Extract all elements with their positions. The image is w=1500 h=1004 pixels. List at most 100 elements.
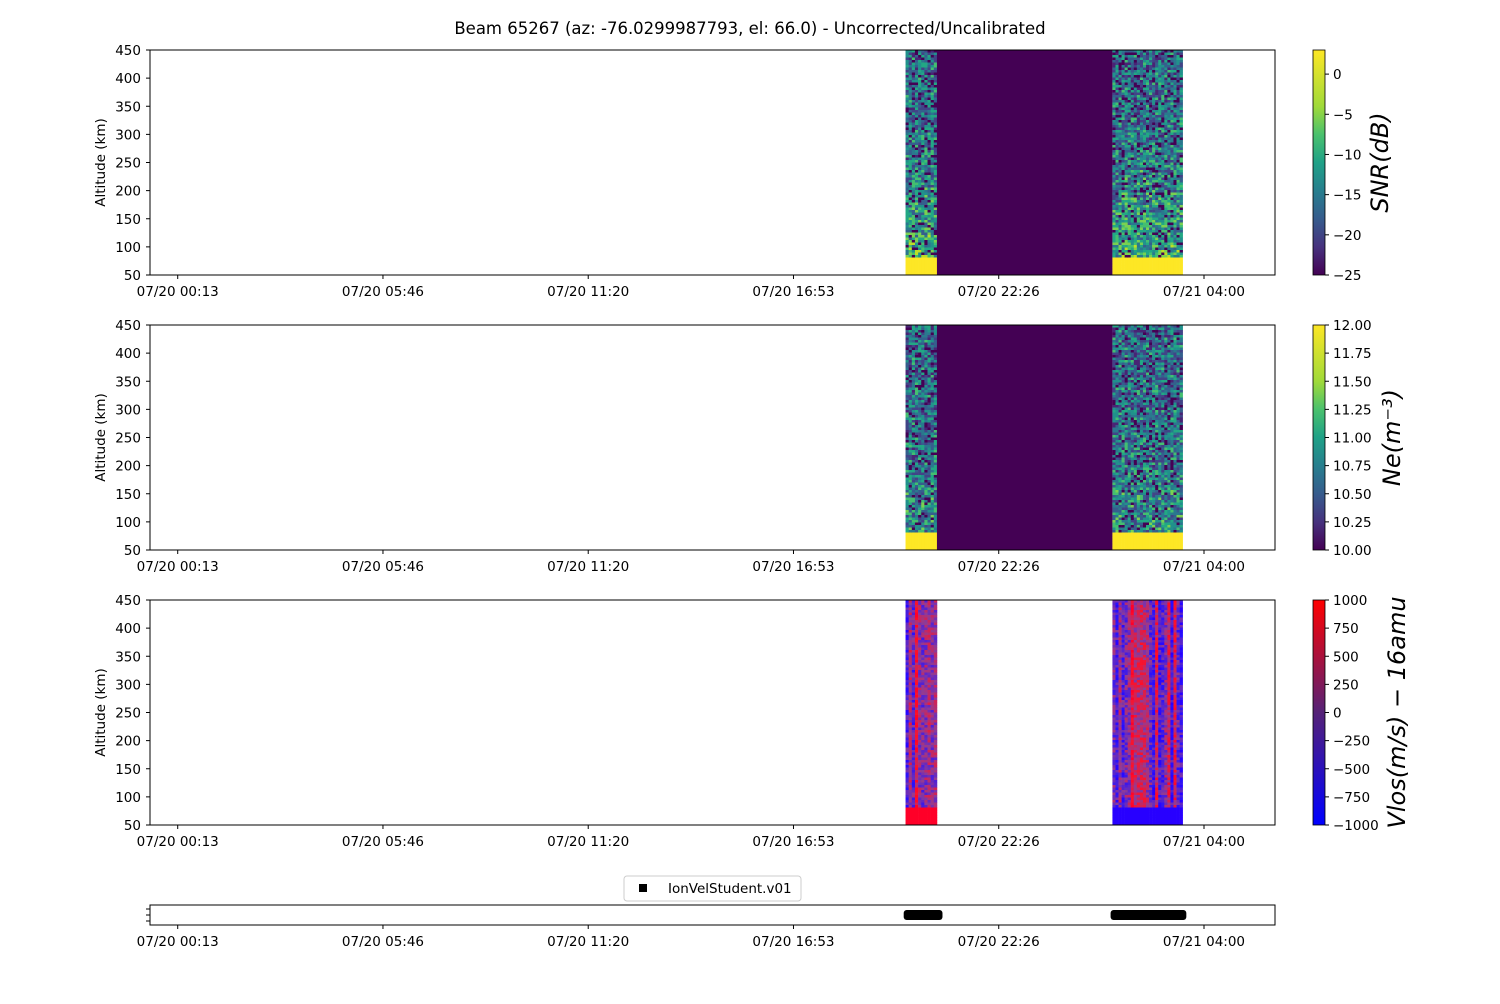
heatmap-cell [1122, 468, 1125, 471]
heatmap-cell [1158, 95, 1161, 98]
heatmap-cell [906, 463, 909, 466]
heatmap-cell [918, 185, 921, 188]
heatmap-cell [924, 328, 927, 331]
heatmap-cell [1128, 165, 1131, 168]
heatmap-cell [1115, 330, 1118, 333]
heatmap-cell [1112, 218, 1115, 221]
heatmap-cell [924, 243, 927, 246]
heatmap-cell [906, 63, 909, 66]
heatmap-cell [906, 203, 909, 206]
heatmap-cell [1128, 68, 1131, 71]
heatmap-cell [924, 520, 927, 523]
heatmap-cell [906, 93, 909, 96]
heatmap-cell [934, 440, 937, 443]
heatmap-cell [1122, 460, 1125, 463]
heatmap-cell [1146, 393, 1149, 396]
heatmap-cell [1180, 118, 1183, 121]
heatmap-cell [1155, 205, 1158, 208]
heatmap-cell [1158, 263, 1161, 266]
heatmap-cell [1134, 118, 1137, 121]
heatmap-cell [1134, 70, 1137, 73]
heatmap-cell [918, 465, 921, 468]
heatmap-cell [1140, 488, 1143, 491]
heatmap-cell [1128, 235, 1131, 238]
heatmap-cell [1128, 383, 1131, 386]
heatmap-cell [1140, 458, 1143, 461]
heatmap-cell [1122, 245, 1125, 248]
heatmap-cell [931, 395, 934, 398]
heatmap-cell [915, 418, 918, 421]
heatmap-cell [934, 510, 937, 513]
heatmap-cell [1134, 110, 1137, 113]
heatmap-cell [1112, 228, 1115, 231]
heatmap-cell [906, 458, 909, 461]
heatmap-cell [1180, 90, 1183, 93]
heatmap-cell [1122, 523, 1125, 526]
heatmap-cell [1155, 153, 1158, 156]
heatmap-cell [931, 358, 934, 361]
heatmap-cell [1115, 370, 1118, 373]
heatmap-cell [1112, 198, 1115, 201]
heatmap-cell [1158, 58, 1161, 61]
heatmap-cell [1125, 185, 1128, 188]
heatmap-cell [931, 193, 934, 196]
heatmap-cell [924, 458, 927, 461]
heatmap-cell [1128, 493, 1131, 496]
heatmap-cell [1161, 235, 1164, 238]
heatmap-cell [934, 103, 937, 106]
heatmap-cell [1155, 118, 1158, 121]
heatmap-cell [1122, 335, 1125, 338]
heatmap-cell [909, 368, 912, 371]
heatmap-cell [1115, 113, 1118, 116]
heatmap-cell [934, 468, 937, 471]
heatmap-cell [924, 95, 927, 98]
heatmap-cell [1137, 265, 1140, 268]
heatmap-cell [1161, 223, 1164, 226]
heatmap-cell [1152, 53, 1155, 56]
heatmap-cell [918, 328, 921, 331]
heatmap-cell [1158, 83, 1161, 86]
heatmap-cell [918, 193, 921, 196]
heatmap-cell [1128, 80, 1131, 83]
heatmap-cell [1131, 475, 1134, 478]
heatmap-cell [1143, 218, 1146, 221]
heatmap-cell [1164, 243, 1167, 246]
heatmap-cell [1146, 410, 1149, 413]
heatmap-cell [1128, 85, 1131, 88]
heatmap-cell [1146, 260, 1149, 263]
heatmap-cell [1167, 220, 1170, 223]
heatmap-cell [1155, 83, 1158, 86]
heatmap-cell [1158, 125, 1161, 128]
heatmap-cell [1125, 535, 1128, 538]
heatmap-cell [1164, 220, 1167, 223]
heatmap-cell [1161, 98, 1164, 101]
heatmap-cell [1146, 58, 1149, 61]
heatmap-cell [934, 95, 937, 98]
heatmap-cell [1122, 508, 1125, 511]
heatmap-cell [1161, 160, 1164, 163]
heatmap-cell [1128, 145, 1131, 148]
heatmap-cell [1119, 365, 1122, 368]
heatmap-cell [1131, 365, 1134, 368]
heatmap-cell [1137, 333, 1140, 336]
heatmap-cell [1146, 175, 1149, 178]
heatmap-cell [1146, 125, 1149, 128]
heatmap-cell [909, 410, 912, 413]
heatmap-cell [915, 165, 918, 168]
heatmap-cell [1134, 420, 1137, 423]
heatmap-cell [1112, 368, 1115, 371]
heatmap-cell [1146, 380, 1149, 383]
heatmap-cell [921, 383, 924, 386]
heatmap-cell [1146, 258, 1149, 261]
heatmap-cell [1140, 413, 1143, 416]
heatmap-cell [1134, 358, 1137, 361]
heatmap-cell [1119, 128, 1122, 131]
heatmap-cell [931, 60, 934, 63]
heatmap-cell [1119, 385, 1122, 388]
heatmap-cell [906, 178, 909, 181]
heatmap-cell [1177, 103, 1180, 106]
heatmap-cell [1112, 438, 1115, 441]
heatmap-cell [1143, 445, 1146, 448]
heatmap-cell [1134, 340, 1137, 343]
heatmap-cell [1134, 85, 1137, 88]
